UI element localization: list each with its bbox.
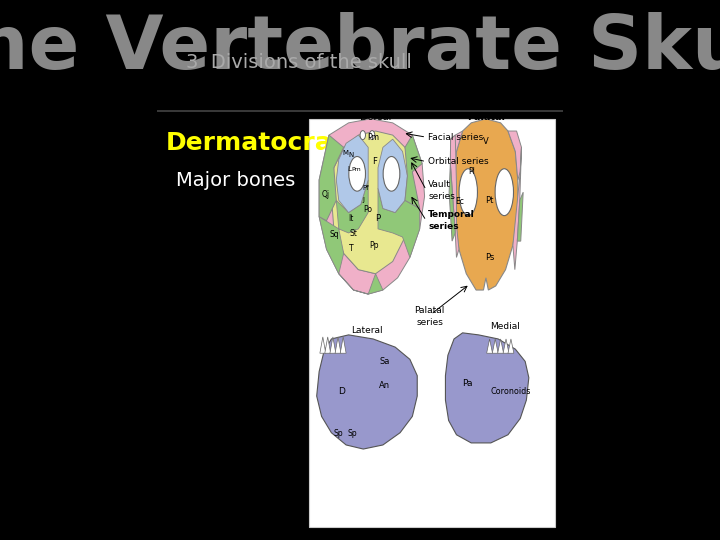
Text: Dorsal: Dorsal [360, 112, 391, 122]
Text: Major bones: Major bones [176, 171, 294, 191]
Text: Sp: Sp [348, 429, 357, 438]
Text: Lateral: Lateral [351, 326, 383, 335]
Text: Orbital series: Orbital series [428, 157, 489, 166]
Text: Ec: Ec [456, 197, 464, 206]
Polygon shape [450, 135, 459, 258]
Ellipse shape [348, 157, 366, 191]
Text: N: N [348, 152, 353, 159]
Text: An: An [379, 381, 390, 390]
Polygon shape [319, 135, 343, 221]
Polygon shape [341, 337, 346, 353]
Ellipse shape [383, 157, 400, 191]
Polygon shape [325, 337, 330, 353]
Text: T: T [348, 244, 354, 253]
Polygon shape [317, 335, 417, 449]
Polygon shape [319, 180, 368, 274]
Text: The Vertebrate Skull: The Vertebrate Skull [0, 12, 720, 85]
Polygon shape [449, 164, 455, 241]
Text: series: series [416, 318, 443, 327]
Text: F: F [372, 157, 377, 166]
Text: Pm: Pm [351, 167, 361, 172]
Polygon shape [508, 339, 514, 353]
Polygon shape [319, 119, 425, 294]
Polygon shape [498, 339, 503, 353]
Polygon shape [513, 147, 521, 269]
Text: Po: Po [364, 205, 373, 214]
Polygon shape [450, 131, 463, 176]
Polygon shape [517, 192, 523, 241]
Polygon shape [446, 333, 528, 443]
Text: P: P [375, 214, 381, 223]
Text: Pt: Pt [485, 196, 494, 205]
Polygon shape [334, 213, 383, 294]
Text: Pm: Pm [367, 133, 379, 141]
Text: Palatal: Palatal [467, 112, 505, 122]
Text: 3  Divisions of the skull: 3 Divisions of the skull [186, 52, 412, 72]
Polygon shape [405, 135, 422, 208]
Text: series: series [428, 192, 455, 201]
Text: Sa: Sa [379, 357, 390, 366]
Polygon shape [508, 131, 521, 180]
Polygon shape [454, 119, 518, 290]
Text: Sq: Sq [329, 231, 338, 240]
Text: series: series [428, 222, 459, 231]
Text: It: It [348, 214, 354, 223]
Text: Qj: Qj [322, 190, 330, 199]
Ellipse shape [369, 131, 375, 140]
Text: D: D [338, 387, 345, 396]
Text: Pa: Pa [462, 379, 473, 388]
Polygon shape [335, 337, 341, 353]
Text: J: J [362, 197, 364, 204]
Polygon shape [487, 339, 492, 353]
Text: Pl: Pl [468, 167, 474, 176]
Text: Dermatocranium: Dermatocranium [166, 131, 402, 155]
Polygon shape [331, 131, 413, 274]
Text: M: M [342, 151, 348, 157]
Text: Pf: Pf [362, 185, 369, 191]
Ellipse shape [495, 168, 513, 215]
Text: Temporal: Temporal [428, 210, 475, 219]
Text: Palatal: Palatal [414, 306, 445, 315]
Text: Coronoids: Coronoids [490, 388, 531, 396]
Polygon shape [330, 337, 336, 353]
Text: Vault: Vault [428, 179, 451, 188]
Ellipse shape [459, 168, 477, 215]
Text: V: V [482, 137, 488, 146]
Polygon shape [336, 135, 368, 213]
Text: L: L [348, 166, 352, 172]
Text: Facial series: Facial series [428, 133, 484, 141]
Polygon shape [320, 337, 325, 353]
Polygon shape [378, 139, 408, 213]
Polygon shape [492, 339, 498, 353]
FancyBboxPatch shape [310, 119, 554, 526]
Polygon shape [378, 188, 420, 258]
Text: Pp: Pp [369, 241, 379, 249]
Text: Ps: Ps [485, 253, 494, 262]
Text: Medial: Medial [490, 322, 521, 331]
Polygon shape [503, 339, 509, 353]
Text: St: St [349, 230, 357, 238]
Ellipse shape [360, 131, 366, 140]
Text: Sp: Sp [334, 429, 343, 438]
